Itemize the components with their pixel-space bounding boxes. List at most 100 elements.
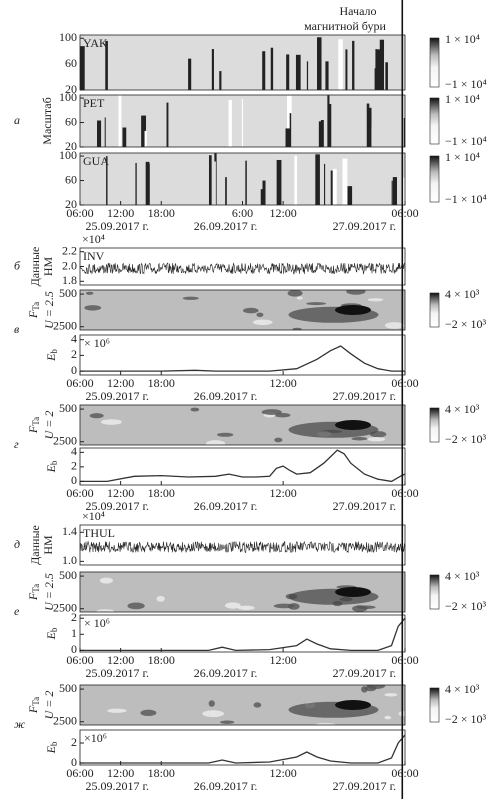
panel-letter: г xyxy=(14,437,19,451)
subscript: b xyxy=(49,349,59,354)
y-tick-label: 2 xyxy=(71,610,77,624)
blob xyxy=(253,702,262,708)
blob xyxy=(261,409,282,416)
colorbar-label: 4 × 10³ xyxy=(445,682,480,696)
panel-bg xyxy=(80,153,405,205)
colorbar-label: 1 × 10⁴ xyxy=(445,32,480,46)
streak xyxy=(118,95,122,147)
blob xyxy=(182,296,199,300)
subscript: Ta xyxy=(31,302,41,311)
x-tick-label: 12:00 xyxy=(107,766,134,780)
x-tick-label: 12:00 xyxy=(269,486,296,500)
streak xyxy=(342,158,348,205)
y-axis-label: FTa xyxy=(26,584,41,601)
streak xyxy=(276,159,282,205)
y-tick-label: 2 xyxy=(71,735,77,749)
blob xyxy=(127,602,145,610)
panel-frame xyxy=(79,94,406,148)
x-tick-label: 06:00 xyxy=(66,486,93,500)
y-axis-label: НМ xyxy=(41,257,55,277)
streak xyxy=(315,154,320,205)
streak xyxy=(106,156,108,205)
y-tick-label: 500 xyxy=(59,286,77,300)
streak xyxy=(262,51,266,90)
panel-bg xyxy=(80,335,405,375)
streak xyxy=(270,47,274,90)
symbol: F xyxy=(26,592,40,601)
streak xyxy=(97,120,102,147)
date-label: 27.09.2017 г. xyxy=(333,219,397,233)
streak xyxy=(208,155,212,205)
x-tick-label: 18:00 xyxy=(148,206,175,220)
y-axis-param: U = 2 xyxy=(42,691,56,720)
streak xyxy=(228,100,232,147)
colorbar-label: −2 × 10³ xyxy=(445,712,487,726)
blob xyxy=(107,708,127,713)
panel-frame xyxy=(79,614,406,653)
panel-frame xyxy=(79,524,406,566)
panel-bg xyxy=(80,448,405,485)
date-label: 26.09.2017 г. xyxy=(194,389,258,403)
streak xyxy=(317,37,322,90)
eb-line xyxy=(80,449,406,483)
streak xyxy=(287,95,292,147)
blob xyxy=(306,302,326,306)
y-tick-label: 20 xyxy=(65,197,77,211)
noise-texture xyxy=(79,540,406,554)
streak xyxy=(318,121,322,147)
y-tick-label: 60 xyxy=(65,56,77,70)
x-tick-label: 18:00 xyxy=(148,766,175,780)
blob xyxy=(292,327,302,330)
y-tick-label: 0 xyxy=(71,642,77,656)
y-tick-label: 1.0 xyxy=(62,553,77,567)
date-label: 26.09.2017 г. xyxy=(194,219,258,233)
streak xyxy=(144,130,147,147)
symbol: F xyxy=(26,705,40,714)
streak xyxy=(135,162,137,205)
streak xyxy=(104,117,106,147)
streak xyxy=(214,161,216,205)
symbol: E xyxy=(44,631,58,640)
blob xyxy=(140,709,157,717)
colorbar-label: 1 × 10⁴ xyxy=(445,150,480,164)
panel-frame xyxy=(79,289,406,331)
streak xyxy=(141,115,147,147)
streak xyxy=(295,54,301,90)
blob xyxy=(156,595,165,602)
x-tick-label: 12:00 xyxy=(107,376,134,390)
panel-letter: в xyxy=(14,322,19,336)
date-label: 26.09.2017 г. xyxy=(194,666,258,680)
blob xyxy=(335,305,371,315)
symbol: F xyxy=(26,310,40,319)
blob xyxy=(85,291,94,295)
colorbar xyxy=(429,407,440,443)
streak xyxy=(105,40,108,90)
x-tick-label: 12:00 xyxy=(269,206,296,220)
y-tick-label: 2 xyxy=(71,459,77,473)
heatmap-texture xyxy=(84,290,405,330)
date-label: 26.09.2017 г. xyxy=(194,499,258,513)
panel-letter: ж xyxy=(14,717,25,731)
x-tick-label: 06:00 xyxy=(391,766,418,780)
streak xyxy=(306,61,309,90)
blob xyxy=(384,322,405,329)
streak xyxy=(294,155,298,205)
heatmap-texture xyxy=(89,407,387,445)
panel-letter: а xyxy=(14,113,20,127)
blob xyxy=(367,437,386,442)
colorbar-label: 1 × 10⁴ xyxy=(445,92,480,106)
x-tick-label: 18:00 xyxy=(148,376,175,390)
y-axis-label: Данные xyxy=(28,247,42,287)
x-tick-label: 06:00 xyxy=(391,376,418,390)
y-axis-label: Eb xyxy=(44,627,59,640)
streak xyxy=(327,95,330,147)
date-label: 27.09.2017 г. xyxy=(333,779,397,793)
streak xyxy=(368,107,372,147)
x-tick-label: 06:00 xyxy=(66,653,93,667)
colorbar-label: −1 × 10⁴ xyxy=(445,192,487,206)
colorbar-label: −1 × 10⁴ xyxy=(445,134,487,148)
y-tick-label: 60 xyxy=(65,172,77,186)
panel-frame xyxy=(79,34,406,91)
y-tick-label: 2500 xyxy=(53,600,77,614)
y-axis-label: FTa xyxy=(26,417,41,434)
